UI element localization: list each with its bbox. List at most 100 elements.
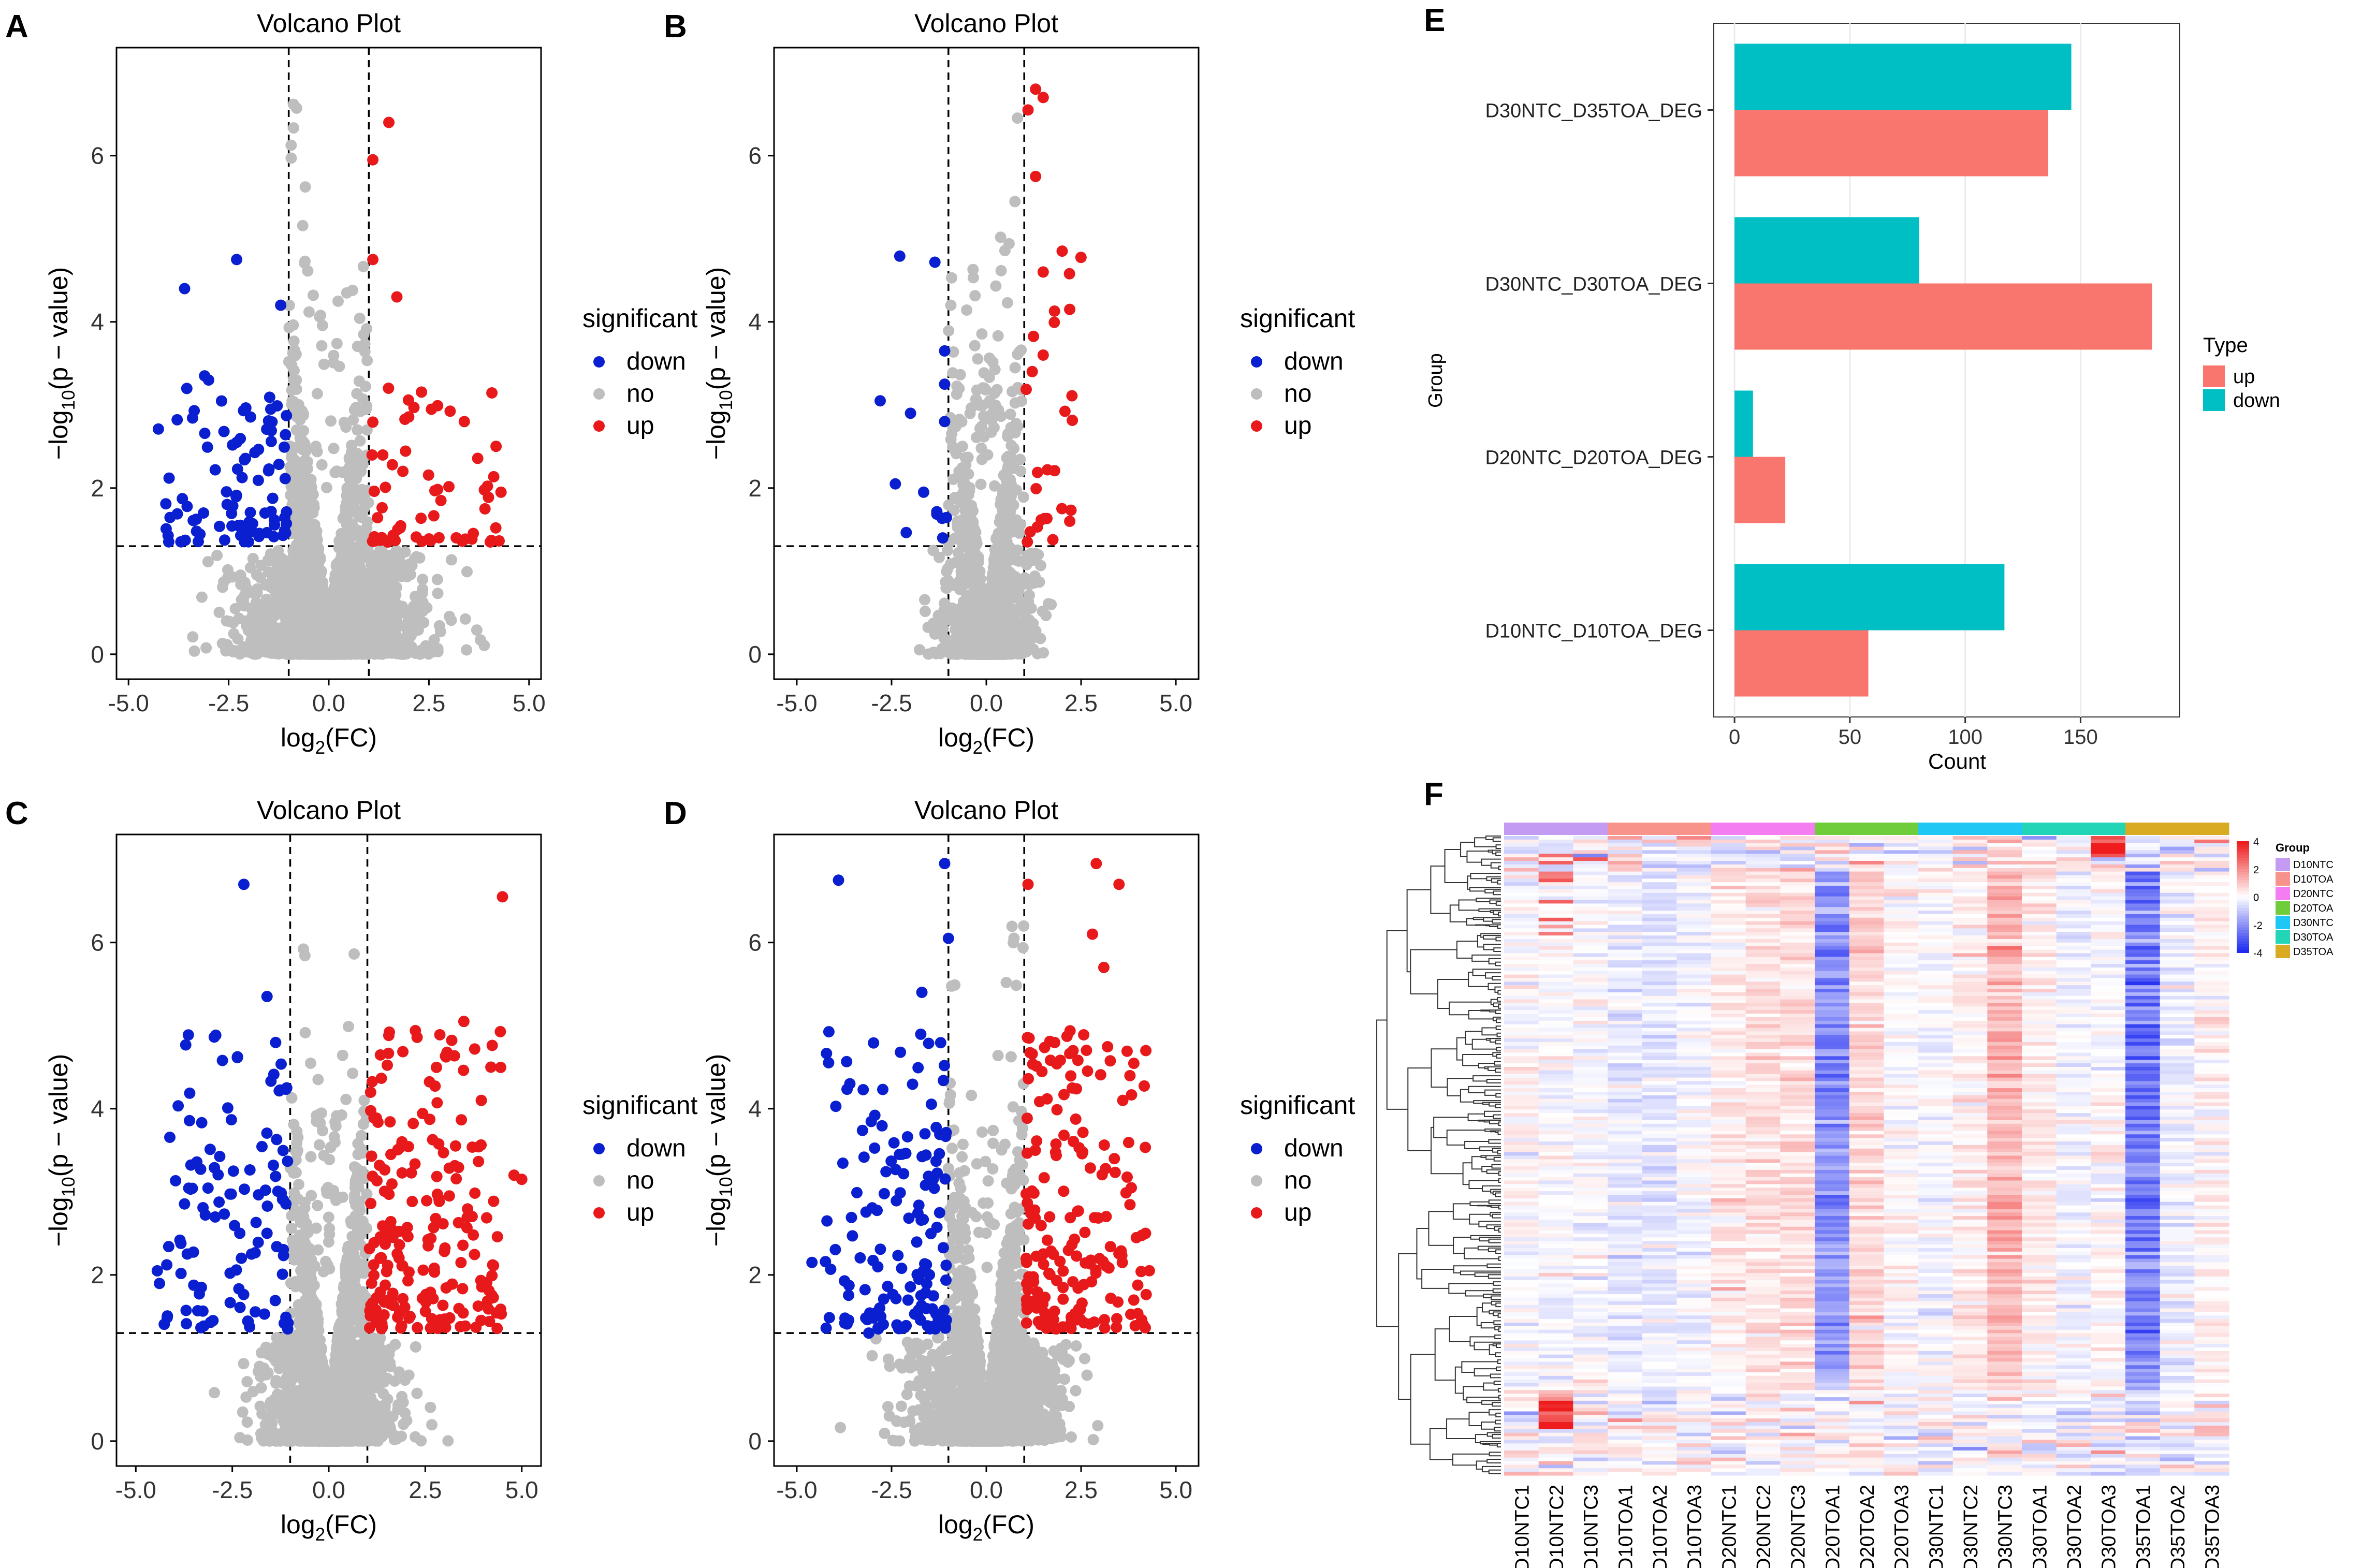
point-no — [196, 591, 208, 603]
point-no — [337, 604, 348, 616]
point-up — [377, 449, 389, 461]
point-up — [432, 483, 444, 495]
point-up — [1048, 316, 1060, 328]
point-up — [1048, 465, 1060, 477]
point-no — [1045, 598, 1057, 610]
point-no — [247, 553, 259, 564]
point-no — [307, 489, 319, 501]
point-up — [1022, 536, 1033, 548]
point-no — [331, 634, 343, 646]
point-down — [152, 423, 164, 435]
x-tick-label-b: -5.0 — [776, 690, 817, 716]
point-no — [1007, 648, 1018, 660]
point-no — [1021, 550, 1033, 562]
point-down — [263, 465, 274, 477]
point-no — [340, 1093, 352, 1105]
point-up — [1064, 516, 1076, 527]
point-no — [311, 388, 323, 400]
point-up — [435, 494, 447, 506]
x-tick-label-a: 2.5 — [412, 690, 445, 716]
point-up — [443, 481, 455, 493]
point-no — [1016, 395, 1027, 407]
point-no — [352, 644, 363, 656]
point-up — [1024, 526, 1036, 538]
point-no — [300, 616, 312, 627]
point-no — [1014, 345, 1026, 357]
point-no — [346, 469, 358, 481]
point-no — [265, 609, 277, 621]
point-up — [1047, 534, 1059, 546]
point-no — [344, 498, 356, 510]
point-no — [982, 449, 994, 461]
x-tick-label-a: 5.0 — [513, 690, 546, 716]
point-no — [400, 646, 411, 657]
point-no — [223, 616, 235, 627]
point-no — [387, 577, 399, 589]
point-up — [367, 154, 379, 166]
point-down — [164, 511, 176, 523]
point-up — [376, 502, 388, 514]
point-no — [293, 514, 305, 526]
point-no — [939, 613, 950, 625]
point-no — [341, 287, 353, 299]
point-up — [428, 510, 440, 522]
point-down — [252, 474, 264, 486]
point-no — [977, 382, 989, 394]
legend-marker-up-b — [1251, 420, 1262, 432]
point-no — [948, 640, 960, 652]
point-no — [954, 414, 965, 426]
point-no — [247, 648, 259, 660]
point-no — [384, 647, 395, 658]
point-no — [431, 574, 443, 585]
point-no — [445, 554, 457, 566]
point-no — [279, 605, 291, 617]
point-down — [221, 499, 233, 510]
point-no — [349, 544, 361, 555]
point-up — [1067, 415, 1078, 426]
legend-marker-up-a — [593, 420, 605, 432]
point-no — [989, 363, 1001, 375]
point-no — [1009, 196, 1021, 208]
point-down — [209, 464, 221, 476]
point-down — [281, 506, 293, 518]
point-no — [286, 359, 298, 371]
point-no — [411, 1387, 423, 1399]
point-down — [179, 283, 191, 295]
point-no — [310, 530, 322, 542]
point-no — [244, 562, 256, 574]
point-no — [937, 646, 949, 658]
point-no — [286, 399, 298, 411]
point-down — [939, 345, 951, 357]
point-no — [288, 122, 300, 134]
point-no — [320, 481, 332, 493]
point-up — [1022, 104, 1034, 116]
point-up — [1066, 390, 1078, 402]
point-no — [309, 519, 320, 531]
point-no — [459, 613, 471, 625]
legend-marker-no-b — [1251, 388, 1262, 400]
point-up — [391, 291, 403, 303]
y-tick-label-a: 2 — [91, 475, 104, 502]
point-no — [946, 602, 958, 614]
point-no — [354, 435, 366, 447]
point-no — [352, 341, 363, 353]
point-no — [285, 139, 297, 151]
point-no — [330, 623, 342, 635]
point-no — [987, 647, 999, 659]
point-no — [949, 492, 961, 503]
point-down — [243, 536, 254, 548]
point-no — [361, 355, 373, 367]
point-no — [289, 344, 300, 356]
point-no — [352, 424, 363, 436]
point-no — [958, 626, 970, 637]
point-no — [1018, 608, 1030, 620]
point-no — [943, 325, 955, 336]
point-no — [332, 648, 344, 660]
legend-title-b: significant — [1240, 304, 1355, 333]
point-down — [281, 409, 293, 421]
point-down — [160, 523, 172, 535]
point-no — [355, 1130, 367, 1141]
point-up — [380, 481, 391, 493]
point-no — [227, 571, 238, 583]
point-no — [961, 304, 973, 316]
